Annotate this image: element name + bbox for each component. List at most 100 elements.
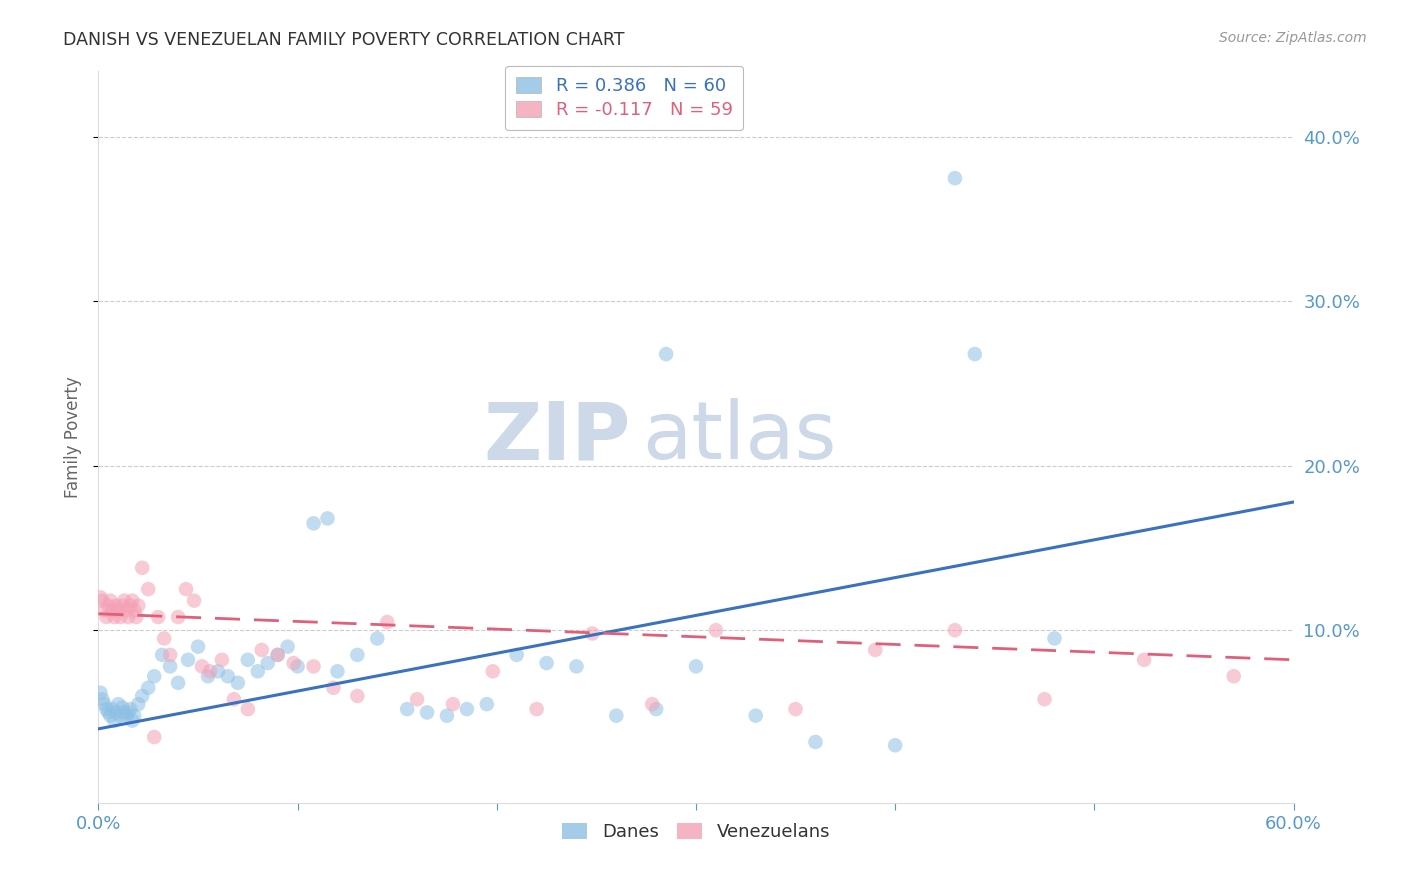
Point (655, 347, 678, 361)
Point (283, 656, 305, 670)
Point (96, 610, 118, 624)
Point (96, 702, 118, 716)
Point (207, 665, 229, 679)
Point (1223, 669, 1246, 683)
Point (1133, 653, 1156, 667)
Point (107, 603, 129, 617)
Point (963, 347, 986, 361)
Point (121, 593, 143, 607)
Point (110, 708, 132, 723)
Point (93, 603, 115, 617)
Point (506, 648, 529, 662)
Point (124, 603, 146, 617)
Point (581, 626, 603, 640)
Point (197, 669, 219, 683)
Point (943, 624, 966, 638)
Point (267, 648, 290, 662)
Point (97, 599, 120, 613)
Point (605, 708, 627, 723)
Point (302, 659, 325, 673)
Point (110, 610, 132, 624)
Point (217, 669, 239, 683)
Point (131, 560, 153, 574)
Point (943, 171, 966, 186)
Point (526, 702, 548, 716)
Point (148, 610, 170, 624)
Point (159, 648, 181, 662)
Point (136, 582, 159, 596)
Text: ZIP: ZIP (484, 398, 630, 476)
Point (804, 735, 827, 749)
Point (375, 615, 398, 629)
Point (112, 593, 135, 607)
Point (287, 659, 309, 673)
Point (101, 603, 124, 617)
Point (441, 697, 464, 711)
Point (103, 610, 125, 624)
Point (366, 632, 388, 646)
Point (107, 697, 129, 711)
Point (277, 640, 299, 654)
Point (745, 708, 768, 723)
Point (131, 689, 153, 703)
Point (105, 706, 128, 720)
Point (346, 689, 368, 703)
Point (121, 714, 143, 728)
Point (136, 681, 159, 695)
Point (256, 656, 278, 670)
Point (120, 702, 142, 716)
Point (1043, 632, 1066, 646)
Point (267, 648, 290, 662)
Point (143, 730, 166, 744)
Point (93, 697, 115, 711)
Point (475, 697, 498, 711)
Point (685, 659, 707, 673)
Point (322, 681, 344, 695)
Point (565, 659, 588, 673)
Point (482, 665, 505, 679)
Point (111, 700, 134, 714)
Point (316, 511, 339, 525)
Point (177, 653, 200, 667)
Point (112, 706, 135, 720)
Point (117, 706, 139, 720)
Point (226, 675, 249, 690)
Point (120, 599, 142, 613)
Point (1033, 692, 1056, 706)
Text: Source: ZipAtlas.com: Source: ZipAtlas.com (1219, 31, 1367, 45)
Point (115, 708, 138, 723)
Point (641, 697, 664, 711)
Point (884, 739, 907, 753)
Point (704, 624, 727, 638)
Point (167, 675, 190, 690)
Text: DANISH VS VENEZUELAN FAMILY POVERTY CORRELATION CHART: DANISH VS VENEZUELAN FAMILY POVERTY CORR… (63, 31, 624, 49)
Point (127, 697, 149, 711)
Point (416, 706, 439, 720)
Point (236, 653, 259, 667)
Point (97, 706, 120, 720)
Point (103, 714, 125, 728)
Point (236, 702, 259, 716)
Point (89, 591, 111, 605)
Point (117, 610, 139, 624)
Point (302, 516, 325, 531)
Point (124, 708, 146, 723)
Legend: Danes, Venezuelans: Danes, Venezuelans (555, 816, 837, 848)
Point (153, 632, 176, 646)
Point (536, 656, 558, 670)
Point (211, 653, 233, 667)
Point (89, 686, 111, 700)
Point (127, 599, 149, 613)
Point (191, 659, 214, 673)
Point (326, 665, 349, 679)
Point (115, 603, 138, 617)
Point (865, 643, 887, 657)
Point (91, 692, 114, 706)
Point (346, 648, 368, 662)
Point (246, 665, 269, 679)
Point (143, 669, 166, 683)
Point (436, 708, 458, 723)
Point (456, 702, 478, 716)
Point (183, 593, 205, 607)
Point (198, 665, 221, 679)
